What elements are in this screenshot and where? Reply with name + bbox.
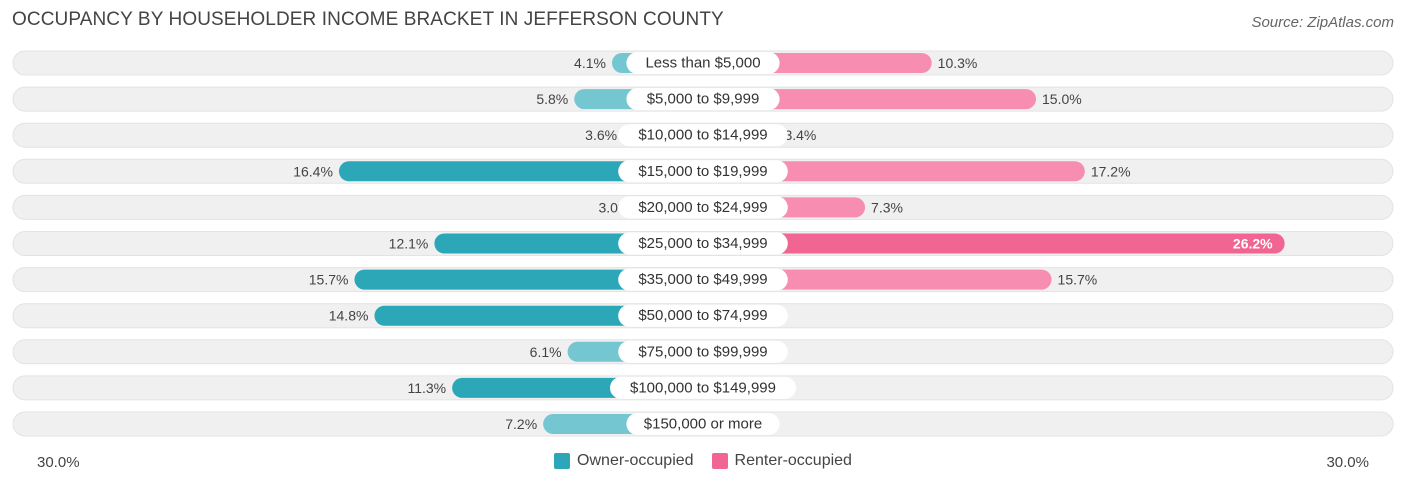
chart-title: OCCUPANCY BY HOUSEHOLDER INCOME BRACKET … <box>12 9 724 30</box>
legend: Owner-occupied Renter-occupied <box>0 452 1406 470</box>
category-pill <box>618 268 788 291</box>
owner-value-label: 11.3% <box>407 380 446 396</box>
legend-item-renter[interactable]: Renter-occupied <box>711 452 852 470</box>
renter-bar <box>703 233 1285 254</box>
renter-value-label: 10.3% <box>938 55 978 71</box>
category-pill <box>618 196 788 219</box>
renter-value-label: 15.7% <box>1058 272 1098 288</box>
axis-min-label: 30.0% <box>37 454 80 471</box>
category-label: $50,000 to $74,999 <box>638 307 767 324</box>
category-pill <box>618 232 788 255</box>
category-label: $75,000 to $99,999 <box>638 343 767 360</box>
category-label: $25,000 to $34,999 <box>638 235 767 252</box>
renter-value-label: 3.4% <box>784 127 816 143</box>
category-pill <box>626 413 780 435</box>
legend-item-owner[interactable]: Owner-occupied <box>554 452 694 470</box>
category-pill <box>618 304 788 327</box>
category-pill <box>618 160 788 183</box>
renter-bar <box>703 89 1036 110</box>
renter-value-label: 17.2% <box>1091 163 1131 179</box>
renter-value-label: 26.2% <box>1233 236 1273 252</box>
category-label: $35,000 to $49,999 <box>638 271 767 288</box>
category-label: $10,000 to $14,999 <box>638 127 767 144</box>
owner-bar <box>338 161 703 182</box>
owner-value-label: 12.1% <box>389 236 429 252</box>
legend-swatch-owner <box>554 453 571 469</box>
category-label: $5,000 to $9,999 <box>647 91 760 108</box>
legend-swatch-renter <box>711 453 728 469</box>
owner-value-label: 5.8% <box>536 91 568 107</box>
category-label: $15,000 to $19,999 <box>638 163 767 180</box>
owner-value-label: 15.7% <box>309 272 349 288</box>
renter-bar <box>703 161 1085 182</box>
renter-value-label: 15.0% <box>1042 91 1082 107</box>
category-pill <box>626 88 780 111</box>
category-pill <box>626 52 780 74</box>
axis-max-label: 30.0% <box>1326 454 1369 471</box>
owner-value-label: 3.6% <box>585 127 617 143</box>
category-pill <box>618 340 788 363</box>
category-label: $150,000 or more <box>644 416 762 433</box>
renter-bar <box>703 269 1052 290</box>
owner-value-label: 6.1% <box>530 344 562 360</box>
category-label: $100,000 to $149,999 <box>630 379 776 396</box>
owner-value-label: 7.2% <box>505 416 537 432</box>
owner-value-label: 14.8% <box>329 308 369 324</box>
owner-value-label: 16.4% <box>293 163 333 179</box>
category-label: $20,000 to $24,999 <box>638 199 767 216</box>
category-pill <box>618 124 788 147</box>
category-label: Less than $5,000 <box>645 55 760 72</box>
renter-value-label: 7.3% <box>871 199 903 215</box>
legend-label-owner: Owner-occupied <box>577 452 694 469</box>
category-pill <box>610 376 796 399</box>
owner-bar <box>354 269 703 290</box>
legend-label-renter: Renter-occupied <box>734 452 852 469</box>
chart-source: Source: ZipAtlas.com <box>1251 14 1394 31</box>
diverging-bar-chart: 4.1% 10.3% Less than $5,000 5.8% 15.0% $5,000… <box>12 50 1394 437</box>
owner-value-label: 4.1% <box>574 55 606 71</box>
